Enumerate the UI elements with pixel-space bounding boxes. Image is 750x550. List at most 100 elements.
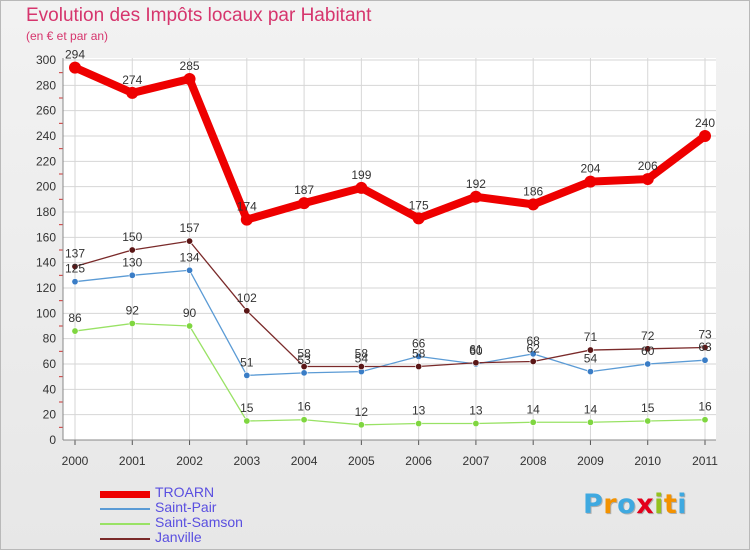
x-tick-label: 2010 bbox=[634, 454, 661, 468]
data-label: 204 bbox=[580, 162, 600, 176]
data-label: 58 bbox=[412, 347, 426, 361]
x-tick-label: 2004 bbox=[291, 454, 318, 468]
logo-letter: i bbox=[677, 489, 688, 520]
data-point-saint-samson bbox=[300, 416, 308, 424]
data-label: 240 bbox=[695, 116, 715, 130]
logo-letter: P bbox=[583, 489, 604, 520]
data-point-saint-pair bbox=[644, 360, 652, 368]
legend-label: Janville bbox=[155, 529, 202, 545]
y-tick-label: 260 bbox=[36, 104, 56, 118]
data-point-saint-samson bbox=[415, 420, 423, 428]
series-line-saint-pair bbox=[74, 269, 706, 377]
data-point-saint-samson bbox=[128, 319, 136, 327]
legend-swatch bbox=[100, 523, 150, 525]
x-tick-label: 2007 bbox=[463, 454, 490, 468]
chart-title: Evolution des Impôts locaux par Habitant bbox=[26, 5, 372, 26]
data-label: 51 bbox=[240, 355, 254, 369]
data-label: 66 bbox=[412, 336, 426, 350]
data-point-janville bbox=[586, 346, 594, 354]
legend-label: Saint-Samson bbox=[155, 514, 243, 530]
data-label: 73 bbox=[698, 328, 712, 342]
y-tick-label: 240 bbox=[36, 129, 56, 143]
data-label: 199 bbox=[351, 168, 371, 182]
y-tick-label: 120 bbox=[36, 281, 56, 295]
logo-letter: r bbox=[603, 489, 618, 520]
data-label: 130 bbox=[122, 255, 142, 269]
data-label: 15 bbox=[641, 401, 655, 415]
data-point-troarn bbox=[355, 181, 368, 194]
data-label: 14 bbox=[584, 402, 598, 416]
data-label: 15 bbox=[240, 401, 254, 415]
data-label: 58 bbox=[297, 347, 311, 361]
y-tick-label: 20 bbox=[43, 408, 57, 422]
data-label: 157 bbox=[180, 221, 200, 235]
data-label: 206 bbox=[638, 159, 658, 173]
data-point-saint-pair bbox=[586, 368, 594, 376]
legend-swatch bbox=[100, 490, 150, 498]
x-tick-label: 2005 bbox=[348, 454, 375, 468]
data-point-saint-samson bbox=[186, 322, 194, 330]
data-point-saint-samson bbox=[357, 421, 365, 429]
y-tick-label: 40 bbox=[43, 382, 57, 396]
data-label: 137 bbox=[65, 246, 85, 260]
data-point-janville bbox=[529, 357, 537, 365]
data-label: 72 bbox=[641, 329, 655, 343]
data-label: 90 bbox=[183, 306, 197, 320]
data-point-saint-samson bbox=[243, 417, 251, 425]
x-tick-label: 2002 bbox=[176, 454, 203, 468]
data-label: 60 bbox=[469, 344, 483, 358]
data-label: 60 bbox=[641, 344, 655, 358]
logo-letter: o bbox=[617, 489, 637, 520]
data-label: 285 bbox=[180, 59, 200, 73]
y-tick-label: 180 bbox=[36, 205, 56, 219]
data-point-saint-pair bbox=[701, 356, 709, 364]
data-point-troarn bbox=[527, 198, 540, 211]
data-point-janville bbox=[300, 363, 308, 371]
data-point-troarn bbox=[69, 61, 81, 74]
data-label: 12 bbox=[355, 405, 369, 419]
y-tick-label: 280 bbox=[36, 78, 56, 92]
y-tick-label: 60 bbox=[43, 357, 57, 371]
data-point-troarn bbox=[412, 212, 425, 225]
x-tick-label: 2011 bbox=[692, 454, 718, 468]
data-point-troarn bbox=[699, 130, 711, 142]
data-label: 186 bbox=[523, 184, 543, 198]
x-tick-label: 2009 bbox=[577, 454, 604, 468]
data-point-janville bbox=[128, 246, 136, 254]
data-label: 54 bbox=[584, 352, 598, 366]
data-label: 192 bbox=[466, 177, 486, 191]
data-label: 53 bbox=[297, 353, 311, 367]
data-point-troarn bbox=[584, 175, 597, 188]
data-label: 14 bbox=[527, 402, 541, 416]
data-point-janville bbox=[243, 307, 251, 315]
data-point-saint-pair bbox=[186, 266, 194, 274]
data-point-janville bbox=[357, 363, 365, 371]
plot-background bbox=[63, 58, 716, 440]
data-label: 102 bbox=[237, 291, 257, 305]
data-label: 174 bbox=[237, 200, 257, 214]
data-label: 125 bbox=[65, 262, 85, 276]
data-point-janville bbox=[701, 344, 709, 352]
series-line-janville bbox=[74, 240, 706, 368]
data-point-saint-samson bbox=[472, 420, 480, 428]
chart-subtitle: (en € et par an) bbox=[26, 29, 109, 43]
data-label: 16 bbox=[297, 400, 311, 414]
legend-label: Saint-Pair bbox=[155, 499, 217, 515]
data-label: 68 bbox=[527, 334, 541, 348]
legend-label: TROARN bbox=[155, 484, 215, 500]
data-point-saint-samson bbox=[586, 418, 594, 426]
legend-swatch bbox=[100, 508, 150, 510]
data-label: 294 bbox=[65, 48, 85, 62]
data-label: 86 bbox=[68, 311, 82, 325]
proxiti-logo: Proxiti bbox=[583, 489, 687, 520]
series-line-troarn bbox=[73, 63, 708, 224]
data-label: 61 bbox=[469, 343, 483, 357]
y-tick-label: 80 bbox=[43, 332, 57, 346]
data-label: 13 bbox=[469, 404, 483, 418]
data-point-janville bbox=[415, 363, 423, 371]
data-label: 134 bbox=[180, 250, 200, 264]
data-point-janville bbox=[472, 359, 480, 367]
data-point-saint-samson bbox=[701, 416, 709, 424]
data-label: 175 bbox=[409, 198, 429, 212]
